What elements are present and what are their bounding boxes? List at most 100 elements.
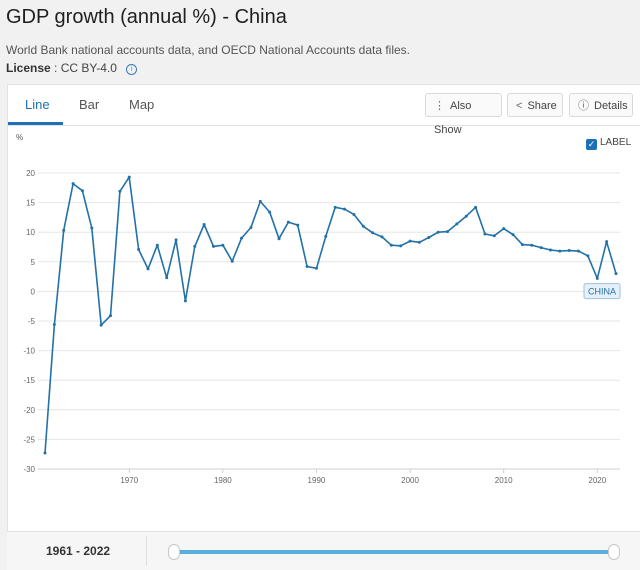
- label-toggle-text: LABEL: [600, 137, 632, 148]
- data-point: [118, 189, 122, 193]
- y-tick-label: -30: [23, 465, 35, 474]
- data-point: [371, 231, 375, 235]
- range-bar: 1961 - 2022: [7, 531, 640, 570]
- data-point: [502, 227, 506, 231]
- data-point: [380, 235, 384, 239]
- data-point: [436, 230, 440, 234]
- data-point: [520, 243, 524, 247]
- data-point: [548, 248, 552, 252]
- x-tick-label: 2020: [588, 476, 606, 485]
- data-point: [43, 451, 47, 455]
- data-point: [221, 243, 225, 247]
- range-end-handle[interactable]: [608, 544, 620, 560]
- license-line: License : CC BY-4.0 i: [6, 61, 138, 75]
- data-point: [605, 240, 609, 244]
- data-point: [268, 210, 272, 214]
- data-point: [492, 234, 496, 238]
- data-point: [127, 175, 131, 179]
- range-label: 1961 - 2022: [46, 544, 111, 558]
- source-note: World Bank national accounts data, and O…: [6, 43, 411, 57]
- data-point: [511, 233, 515, 237]
- data-point: [343, 207, 347, 211]
- data-point: [146, 267, 150, 271]
- x-tick-label: 1990: [308, 476, 326, 485]
- tab-line[interactable]: Line: [25, 97, 50, 112]
- data-point: [446, 230, 450, 234]
- data-point: [417, 240, 421, 244]
- y-tick-label: -10: [23, 347, 35, 356]
- data-point: [109, 314, 113, 318]
- data-point: [586, 254, 590, 258]
- page-title: GDP growth (annual %) - China: [6, 6, 287, 28]
- data-point: [62, 228, 66, 232]
- data-point: [352, 212, 356, 216]
- data-point: [305, 265, 309, 269]
- data-point: [80, 189, 84, 193]
- y-tick-label: -25: [23, 435, 35, 444]
- data-point: [155, 243, 159, 247]
- data-point: [286, 220, 290, 224]
- y-tick-label: 20: [26, 169, 35, 178]
- series-label-box: [583, 283, 621, 300]
- y-tick-label: 15: [26, 199, 35, 208]
- data-point: [230, 259, 234, 263]
- data-point: [324, 234, 328, 238]
- data-point: [464, 214, 468, 218]
- y-tick-label: 0: [31, 287, 36, 296]
- license-label: License: [6, 61, 51, 75]
- data-point: [99, 323, 103, 327]
- chart-card: Line Bar Map ⋮ Also Show < Share ⓘ Details …: [7, 84, 640, 532]
- data-point: [202, 223, 206, 227]
- data-point: [52, 323, 56, 327]
- share-button[interactable]: < Share: [507, 93, 563, 117]
- data-point: [399, 244, 403, 248]
- data-point: [71, 182, 75, 186]
- details-button[interactable]: ⓘ Details: [569, 93, 633, 117]
- data-point: [258, 199, 262, 203]
- y-axis-unit: %: [16, 133, 23, 142]
- info-circle-icon: ⓘ: [578, 100, 589, 112]
- x-tick-label: 1980: [214, 476, 232, 485]
- tab-bar[interactable]: Bar: [79, 97, 100, 112]
- data-point: [595, 276, 599, 280]
- x-tick-label: 1970: [120, 476, 138, 485]
- license-value: : CC BY-4.0: [54, 61, 117, 75]
- y-tick-label: 10: [26, 228, 35, 237]
- label-toggle[interactable]: ✓ LABEL: [586, 137, 631, 150]
- data-point: [240, 236, 244, 240]
- range-start-handle[interactable]: [168, 544, 180, 560]
- series-line-china: [44, 176, 617, 454]
- x-tick-label: 2000: [401, 476, 419, 485]
- y-tick-label: -5: [28, 317, 36, 326]
- y-tick-label: -20: [23, 406, 35, 415]
- info-icon[interactable]: i: [126, 64, 138, 75]
- data-point: [296, 223, 300, 227]
- checkbox-checked-icon[interactable]: ✓: [586, 139, 597, 150]
- range-slider-track[interactable]: [175, 550, 613, 554]
- x-tick-label: 2010: [495, 476, 513, 485]
- data-point: [333, 205, 337, 209]
- also-show-label: Also Show: [434, 100, 472, 136]
- data-point: [389, 243, 393, 247]
- data-point: [614, 272, 618, 276]
- data-point: [193, 244, 197, 248]
- data-point: [455, 222, 459, 226]
- data-point: [277, 237, 281, 241]
- share-icon: <: [516, 100, 523, 112]
- tab-map[interactable]: Map: [129, 97, 155, 112]
- series-label: CHINA: [588, 287, 616, 297]
- data-point: [483, 232, 487, 236]
- details-label: Details: [594, 100, 628, 112]
- chart-tabs: Line Bar Map ⋮ Also Show < Share ⓘ Details: [8, 85, 640, 136]
- data-point: [567, 249, 571, 253]
- data-point: [137, 247, 141, 251]
- y-tick-label: 5: [31, 258, 36, 267]
- data-point: [314, 266, 318, 270]
- data-point: [539, 246, 543, 250]
- data-point: [427, 236, 431, 240]
- range-divider: [146, 536, 147, 566]
- y-tick-label: -15: [23, 376, 35, 385]
- data-point: [183, 299, 187, 303]
- also-show-button[interactable]: ⋮ Also Show: [425, 93, 502, 136]
